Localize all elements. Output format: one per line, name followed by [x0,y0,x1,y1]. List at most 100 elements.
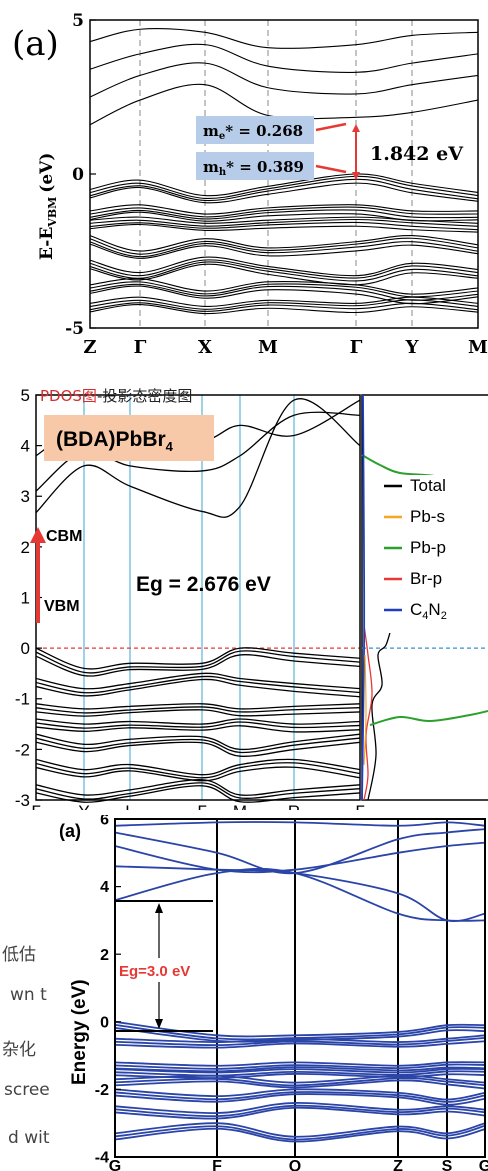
valence-band [35,766,361,782]
pdos-pb-p-curve [369,710,488,726]
hole-mass-pointer [315,164,347,174]
valence-band [89,175,479,199]
valence-band [114,1074,486,1084]
kpoint-label: Y [405,337,420,355]
valence-band [114,1127,486,1143]
valence-band [35,706,361,714]
valence-band [35,654,361,677]
panel-label: (a) [59,821,81,841]
valence-band [35,703,361,710]
y-tick-label: 4 [21,437,30,456]
gap-arrow-head-down [352,172,360,180]
conduction-band [114,841,486,874]
electron-mass-box [196,116,314,144]
y-tick-label: -1 [15,690,30,709]
valence-band [89,209,479,220]
y-tick-label: 0 [100,1014,109,1031]
valence-band [35,647,361,670]
valence-band [35,650,361,674]
valence-band [114,1023,486,1041]
valence-band [89,216,479,224]
valence-band [35,678,361,698]
pdos-caption: PDOS图-投影态密度图 [40,387,193,405]
valence-band [114,1061,486,1067]
valence-band [89,241,479,258]
y-tick-label: 0 [21,639,30,658]
y-tick-label: 1 [21,588,30,607]
valence-band [114,1020,486,1038]
y-tick-label: 4 [100,879,109,896]
y-tick-label: -5 [65,319,84,339]
background-text-line: scree [4,1080,50,1100]
valence-band [114,1063,486,1070]
y-tick-label: -4 [95,1150,109,1167]
kpoint-label: Γ [355,802,364,810]
y-tick-label: 2 [21,538,30,557]
valence-band [35,675,361,694]
gap-arrow-head-up [155,903,163,913]
valence-band [114,1079,486,1090]
gap-arrow-head [30,527,46,543]
valence-band [114,1066,486,1073]
valence-band [35,733,361,751]
kpoint-label: Z [83,337,96,355]
conduction-band [89,28,479,49]
title-box [44,415,214,461]
conduction-band [89,83,479,126]
valence-band [114,1102,486,1114]
valence-band [89,256,479,277]
kpoint-label: Z [393,1158,403,1171]
y-axis-label: Energy (eV) [69,979,90,1085]
valence-band [35,672,361,690]
pdos-br-p-curve [363,624,373,801]
y-tick-label: 3 [21,487,30,506]
legend-label: Pb-s [410,507,445,526]
valence-band [114,1073,486,1079]
conduction-band [35,398,361,518]
kpoint-label: F [212,1158,222,1171]
svg-text:Energy (eV): Energy (eV) [69,979,90,1085]
y-axis-label: E-EVBM(eV) [37,153,59,260]
pdos-pb-s-curve [363,654,367,766]
gap-arrow-head-down [155,1019,163,1029]
valence-band [114,1037,486,1047]
legend-label: Total [410,476,446,495]
y-tick-label: 0 [72,165,84,185]
y-tick-label: -2 [95,1082,109,1099]
legend-label: C4N2 [410,600,447,622]
valence-band [89,243,479,259]
kpoint-label: G [479,1158,488,1171]
valence-band [89,178,479,202]
panel-label: (a) [12,24,59,64]
y-tick-label: 6 [100,815,109,829]
valence-band [35,758,361,776]
valence-band [89,263,479,286]
valence-band [89,218,479,227]
valence-band [89,204,479,215]
legend-label: Pb-p [410,538,446,557]
valence-band [35,785,361,803]
band-gap-label: Eg = 2.676 eV [136,573,271,596]
pdos-frame [361,394,488,801]
valence-band [114,1034,486,1043]
valence-band [89,237,479,255]
valence-band [35,741,361,757]
valence-band [114,1091,486,1103]
background-text-line: wn t [10,985,47,1005]
valence-band [89,259,479,279]
valence-band [89,235,479,252]
band-gap-label: Eg=3.0 eV [119,963,190,980]
valence-band [114,1040,486,1049]
hole-mass-label: mh* = 0.389 [203,158,304,178]
valence-band [35,782,361,800]
valence-band [89,182,479,204]
electron-mass-pointer [315,122,347,132]
valence-band [114,1104,486,1118]
band-structure-panel-2: Γ Y L Γ M R Γ 5 4 3 2 1 0 -1 -2 -3 (BDA)PbBr4 CBM VBM E… [0,355,488,810]
band-structure-panel-1: Z Γ X M Γ Y M 5 0 -5 (a) E-EVBM(eV) me* = 0.268 m… [0,0,488,355]
kpoint-label: Y [78,802,89,810]
valence-band [114,1124,486,1141]
band-structure-chart-1: Z Γ X M Γ Y M 5 0 -5 (a) E-EVBM(eV) me* = 0.268 m… [12,11,488,355]
kpoint-label: M [233,802,247,810]
kpoint-label: L [125,802,134,810]
